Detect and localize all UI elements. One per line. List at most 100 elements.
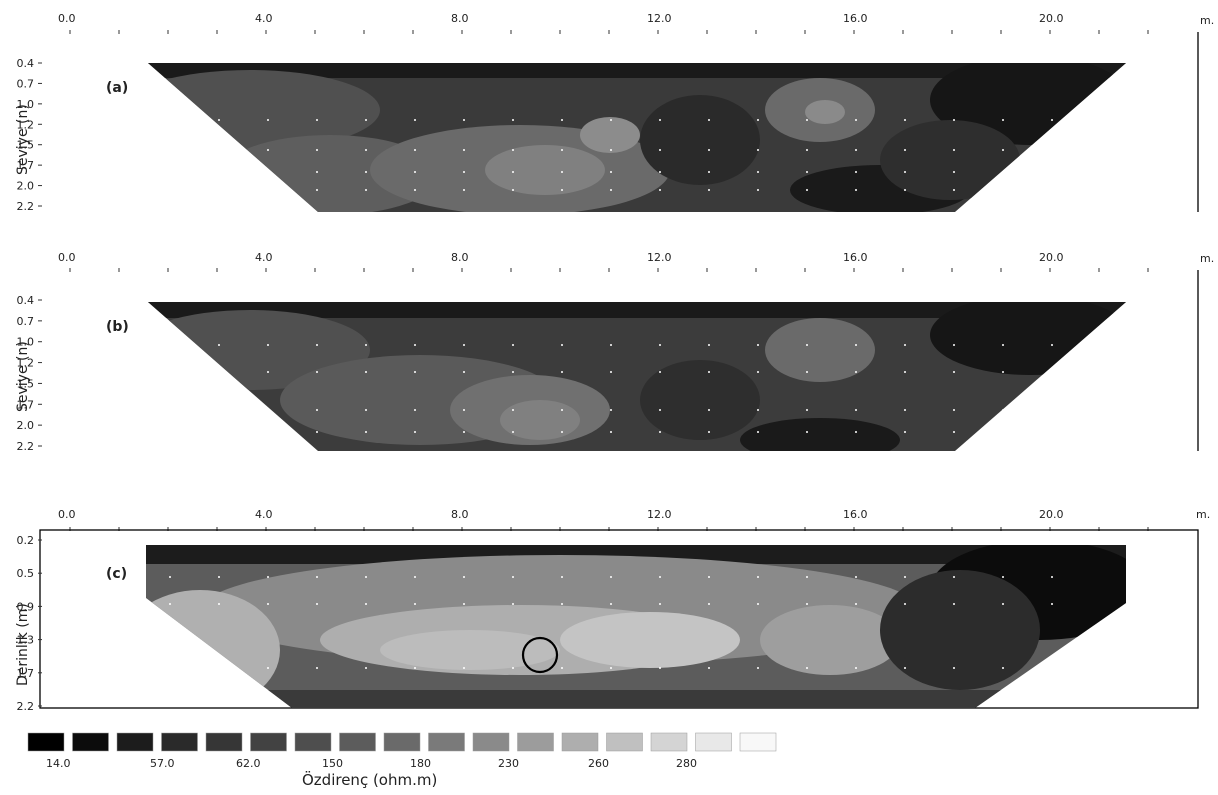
- data-point: [463, 667, 465, 669]
- data-point: [1002, 576, 1004, 578]
- colorbar-swatch: [383, 732, 421, 752]
- y-tick-label: 1.7: [17, 159, 35, 172]
- panel-c: 0.0 4.0 8.0 12.0 16.0 20.0 m. 0.2 0.5 0.9 1.3 1.7…: [15, 508, 1210, 713]
- data-point: [659, 149, 661, 151]
- colorbar-swatch: [606, 732, 643, 752]
- data-point: [414, 409, 416, 411]
- data-point: [169, 189, 171, 191]
- x-tick-label: 16.0: [843, 251, 868, 264]
- data-point: [365, 171, 367, 173]
- data-point: [1051, 149, 1053, 151]
- data-point: [169, 431, 171, 433]
- data-point: [904, 371, 906, 373]
- data-point: [512, 189, 514, 191]
- y-tick-label: 0.5: [17, 567, 35, 580]
- data-point: [561, 603, 563, 605]
- data-point: [463, 149, 465, 151]
- data-point: [708, 667, 710, 669]
- data-point: [1051, 603, 1053, 605]
- colorbar: 14.0 57.0 62.0 150 180 230 260 280: [27, 732, 777, 770]
- data-point: [365, 344, 367, 346]
- data-point: [855, 171, 857, 173]
- data-point: [610, 119, 612, 121]
- data-point: [463, 603, 465, 605]
- data-point: [365, 189, 367, 191]
- data-point: [659, 371, 661, 373]
- data-point: [414, 667, 416, 669]
- data-point: [708, 576, 710, 578]
- data-point: [218, 667, 220, 669]
- colorbar-swatch: [294, 732, 332, 752]
- colorbar-tick-label: 57.0: [150, 757, 175, 770]
- data-point: [610, 667, 612, 669]
- data-point: [1051, 409, 1053, 411]
- data-point: [218, 171, 220, 173]
- data-point: [953, 371, 955, 373]
- data-point: [512, 149, 514, 151]
- data-point: [365, 119, 367, 121]
- data-point: [316, 119, 318, 121]
- data-point: [512, 667, 514, 669]
- y-tick-label: 1.3: [17, 634, 35, 647]
- y-tick-label: 0.4: [17, 57, 35, 70]
- data-point: [218, 409, 220, 411]
- data-point: [414, 431, 416, 433]
- y-tick-label: 2.0: [17, 419, 35, 432]
- data-point: [463, 119, 465, 121]
- data-point: [855, 409, 857, 411]
- data-point: [904, 344, 906, 346]
- data-point: [806, 171, 808, 173]
- data-point: [414, 603, 416, 605]
- x-tick-label: 4.0: [255, 12, 273, 25]
- data-point: [1051, 667, 1053, 669]
- data-point: [904, 149, 906, 151]
- data-point: [904, 576, 906, 578]
- data-point: [659, 344, 661, 346]
- data-point: [610, 431, 612, 433]
- data-point: [169, 344, 171, 346]
- data-point: [169, 171, 171, 173]
- data-point: [610, 576, 612, 578]
- data-point: [806, 576, 808, 578]
- data-point: [1051, 189, 1053, 191]
- y-label-b: Seviye (n): [15, 341, 31, 412]
- data-point: [659, 189, 661, 191]
- x-tick-label: 16.0: [843, 508, 868, 521]
- colorbar-swatch: [339, 732, 376, 752]
- data-point: [218, 344, 220, 346]
- data-point: [267, 667, 269, 669]
- x-axis-b: 0.0 4.0 8.0 12.0 16.0 20.0: [58, 251, 1149, 272]
- data-point: [610, 149, 612, 151]
- data-point: [659, 667, 661, 669]
- data-point: [953, 189, 955, 191]
- data-point: [1002, 371, 1004, 373]
- data-point: [1002, 171, 1004, 173]
- data-point: [169, 409, 171, 411]
- data-point: [953, 431, 955, 433]
- data-point: [561, 344, 563, 346]
- x-tick-label: 8.0: [451, 508, 469, 521]
- x-tick-label: 20.0: [1039, 12, 1064, 25]
- data-point: [757, 371, 759, 373]
- data-point: [414, 149, 416, 151]
- data-point: [953, 119, 955, 121]
- colorbar-swatch: [517, 732, 554, 752]
- data-point: [708, 189, 710, 191]
- data-point: [708, 171, 710, 173]
- data-point: [953, 149, 955, 151]
- data-point: [757, 667, 759, 669]
- colorbar-swatch: [428, 732, 465, 752]
- y-tick-label: 1.5: [17, 139, 35, 152]
- data-point: [1051, 431, 1053, 433]
- y-tick-label: 2.2: [17, 200, 35, 213]
- section-image-c: [146, 545, 1126, 708]
- x-tick-label: 4.0: [255, 251, 273, 264]
- data-point: [806, 344, 808, 346]
- colorbar-tick-label: 180: [410, 757, 431, 770]
- data-point: [855, 431, 857, 433]
- data-point: [1051, 371, 1053, 373]
- colorbar-swatch: [650, 732, 688, 752]
- data-point: [659, 603, 661, 605]
- data-point: [267, 409, 269, 411]
- y-label-c: Derinlik (m): [15, 603, 31, 686]
